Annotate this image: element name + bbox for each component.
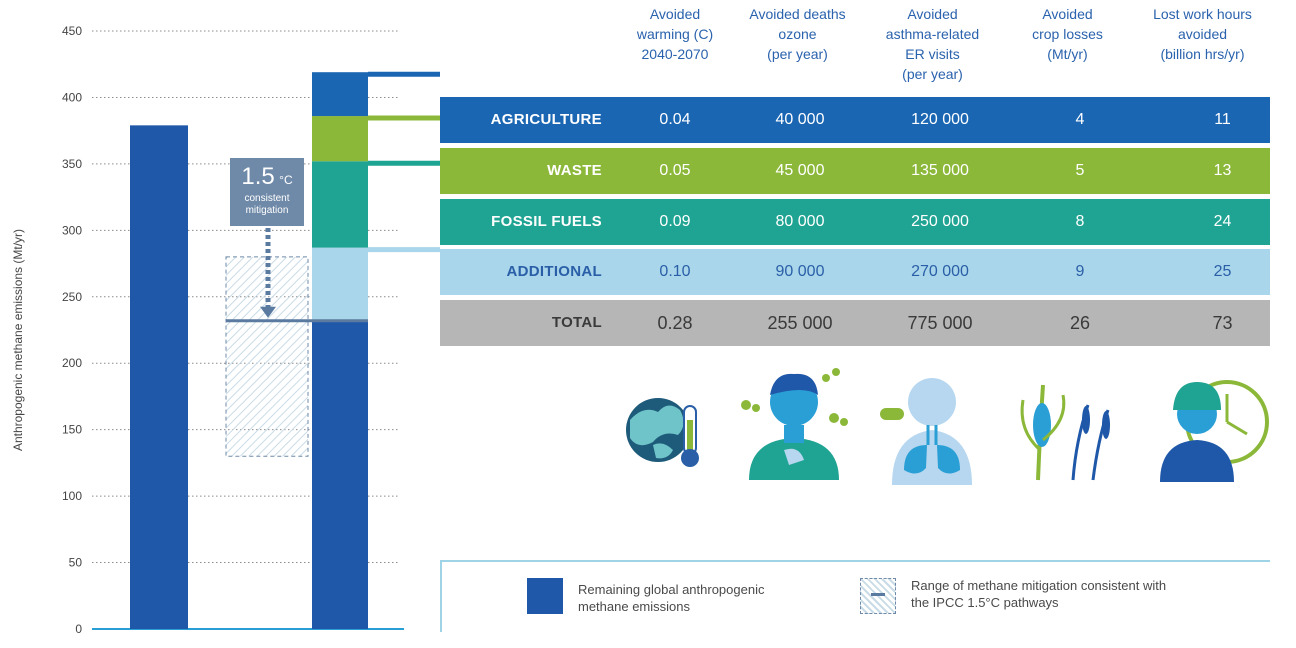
cell-deaths: 255 000 [767, 313, 833, 333]
cell-deaths: 40 000 [775, 111, 825, 128]
sector-label: TOTAL [551, 314, 602, 331]
cell-er-visits: 270 000 [911, 263, 969, 280]
row-additional: ADDITIONAL 0.10 90 000 270 000 9 25 [440, 249, 1270, 295]
y-tick-label: 0 [75, 622, 82, 636]
cell-work-hours: 13 [1213, 162, 1232, 179]
row-background [440, 97, 1270, 143]
globe-thermometer-icon [626, 398, 699, 467]
row-agriculture: AGRICULTURE 0.04 40 000 120 000 4 11 [440, 97, 1270, 143]
crops-icon [1020, 384, 1110, 481]
row-waste: WASTE 0.05 45 000 135 000 5 13 [440, 148, 1270, 194]
lungs-icon [880, 378, 972, 485]
cell-crop-losses: 8 [1075, 213, 1085, 230]
arrow-head [260, 306, 276, 318]
row-background [440, 249, 1270, 295]
y-tick-label: 350 [62, 157, 82, 171]
header-avoided-er-visits: Avoided asthma-related ER visits (per ye… [885, 6, 980, 82]
y-tick-label: 50 [69, 556, 83, 570]
cell-crop-losses: 5 [1075, 162, 1085, 179]
legend-swatch-remaining [527, 578, 563, 614]
callout-1-5c: 1.5 °C consistent mitigation [230, 158, 304, 226]
row-background [440, 199, 1270, 245]
bar-2-agriculture [312, 72, 368, 117]
cell-deaths: 80 000 [775, 213, 825, 230]
legend-swatch-range [860, 578, 896, 614]
cell-work-hours: 24 [1213, 213, 1232, 230]
person-coughing-icon [741, 368, 848, 480]
y-tick-label: 250 [62, 290, 82, 304]
cell-work-hours: 25 [1213, 263, 1232, 280]
callout-value: 1.5 [241, 163, 275, 190]
bar-2-waste [312, 116, 368, 162]
cell-crop-losses: 26 [1069, 313, 1091, 333]
cell-warming: 0.04 [659, 111, 691, 128]
cell-work-hours: 73 [1212, 313, 1233, 333]
cell-deaths: 45 000 [775, 162, 825, 179]
legend [440, 560, 1270, 632]
cell-er-visits: 135 000 [911, 162, 969, 179]
cell-warming: 0.28 [657, 313, 693, 333]
header-avoided-warming: Avoided warming (C) 2040-2070 [636, 6, 714, 62]
callout-text: consistent mitigation [244, 193, 290, 216]
cell-crop-losses: 9 [1075, 263, 1085, 280]
sector-label: ADDITIONAL [506, 263, 602, 280]
worker-clock-icon [1160, 380, 1269, 482]
y-axis-label: Anthropogenic methane emissions (Mt/yr) [11, 229, 25, 451]
sector-label: AGRICULTURE [490, 111, 602, 128]
cell-er-visits: 120 000 [911, 111, 969, 128]
callout-unit: °C [279, 173, 293, 187]
header-lost-work-hours: Lost work hours avoided (billion hrs/yr) [1153, 6, 1252, 62]
cell-work-hours: 11 [1214, 111, 1231, 128]
bar-1 [130, 125, 188, 630]
row-fossil-fuels: FOSSIL FUELS 0.09 80 000 250 000 8 24 [440, 199, 1270, 245]
y-tick-label: 150 [62, 423, 82, 437]
legend-remaining-label: Remaining global anthropogenic methane e… [578, 582, 765, 614]
bar-2-fossil-fuels [312, 161, 368, 248]
y-tick-label: 450 [62, 24, 82, 38]
y-tick-label: 400 [62, 90, 82, 104]
cell-warming: 0.05 [659, 162, 691, 179]
y-tick-label: 300 [62, 223, 82, 237]
bar-2-additional [312, 247, 368, 321]
cell-crop-losses: 4 [1075, 111, 1085, 128]
cell-er-visits: 775 000 [907, 313, 973, 333]
sector-label: FOSSIL FUELS [491, 213, 602, 230]
legend-range-label: Range of methane mitigation consistent w… [911, 578, 1167, 610]
row-background [440, 148, 1270, 194]
mitigation-range-box [225, 256, 309, 457]
sector-label: WASTE [547, 162, 602, 179]
y-tick-label: 200 [62, 356, 82, 370]
cell-warming: 0.10 [659, 263, 691, 280]
cell-warming: 0.09 [659, 213, 691, 230]
header-avoided-crop-losses: Avoided crop losses (Mt/yr) [1032, 6, 1103, 62]
cell-er-visits: 250 000 [911, 213, 969, 230]
row-total: TOTAL 0.28 255 000 775 000 26 73 [440, 300, 1270, 346]
row-background [440, 300, 1270, 346]
header-avoided-deaths: Avoided deaths ozone (per year) [749, 6, 846, 62]
y-tick-label: 100 [62, 489, 82, 503]
cell-deaths: 90 000 [775, 263, 825, 280]
bar-2-remaining [312, 320, 368, 629]
